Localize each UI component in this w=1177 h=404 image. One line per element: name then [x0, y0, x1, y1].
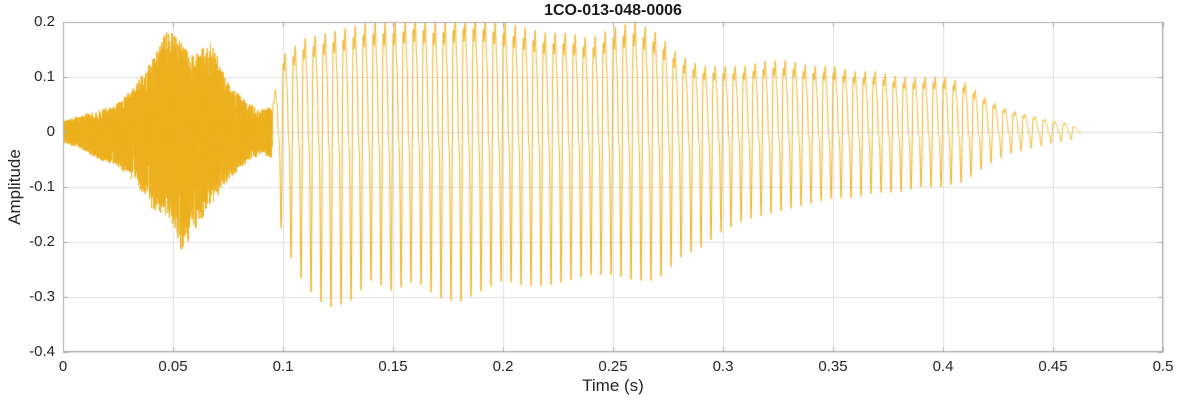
x-tick-label: 0.4 [932, 358, 954, 375]
x-tick-label: 0.45 [1038, 358, 1068, 375]
y-tick-label: -0.1 [29, 178, 55, 195]
chart-title: 1CO-013-048-0006 [544, 2, 682, 19]
y-tick-label: -0.3 [29, 288, 55, 305]
x-tick-label: 0.5 [1152, 358, 1174, 375]
x-axis-label: Time (s) [582, 376, 644, 395]
y-tick-label: 0.1 [34, 68, 55, 85]
y-tick-label: -0.4 [29, 343, 55, 360]
y-tick-label: 0.2 [34, 13, 55, 30]
y-tick-label: -0.2 [29, 233, 55, 250]
x-tick-label: 0.05 [158, 358, 188, 375]
x-tick-label: 0 [58, 358, 68, 375]
x-tick-label: 0.35 [818, 358, 848, 375]
x-tick-label: 0.1 [272, 358, 294, 375]
x-tick-label: 0.15 [378, 358, 408, 375]
x-tick-label: 0.25 [598, 358, 628, 375]
x-tick-label: 0.3 [712, 358, 734, 375]
y-tick-label: 0 [46, 123, 55, 140]
x-tick-label: 0.2 [492, 358, 514, 375]
